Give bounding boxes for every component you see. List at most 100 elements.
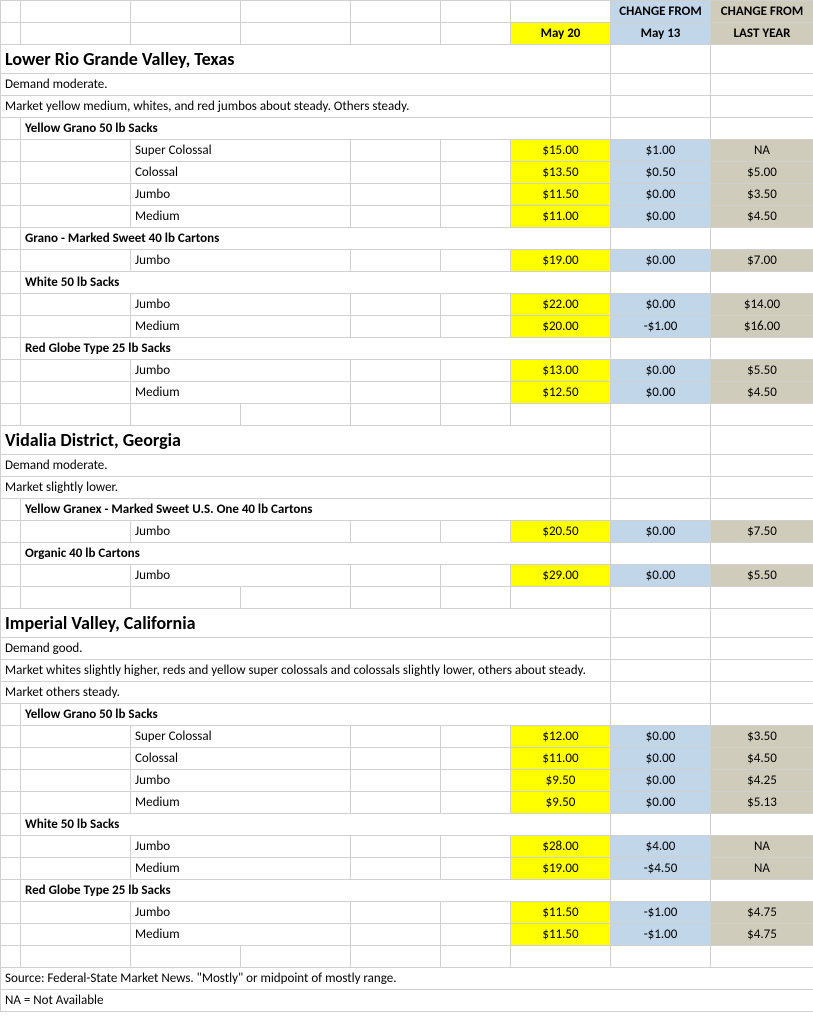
size-label: Jumbo <box>131 294 351 316</box>
header-change-from-year: CHANGE FROM <box>711 1 813 23</box>
region-title: Lower Rio Grande Valley, Texas <box>1 45 611 74</box>
size-label: Jumbo <box>131 360 351 382</box>
price-cell: $11.50 <box>511 902 611 924</box>
change-year-cell: $4.75 <box>711 902 813 924</box>
price-cell: $15.00 <box>511 140 611 162</box>
change-year-cell: NA <box>711 858 813 880</box>
footer-na: NA = Not Available <box>1 990 813 1012</box>
change-week-cell: $0.00 <box>611 726 711 748</box>
change-week-cell: $0.50 <box>611 162 711 184</box>
change-year-cell: $4.50 <box>711 206 813 228</box>
size-label: Medium <box>131 924 351 946</box>
change-year-cell: NA <box>711 140 813 162</box>
change-year-cell: $4.50 <box>711 382 813 404</box>
change-year-cell: $3.50 <box>711 184 813 206</box>
size-label: Medium <box>131 316 351 338</box>
region-note: Demand good. <box>1 638 611 660</box>
price-cell: $13.00 <box>511 360 611 382</box>
price-cell: $19.00 <box>511 250 611 272</box>
size-label: Medium <box>131 792 351 814</box>
price-cell: $12.50 <box>511 382 611 404</box>
header-last-year: LAST YEAR <box>711 23 813 45</box>
group-label: White 50 lb Sacks <box>21 814 611 836</box>
size-label: Jumbo <box>131 770 351 792</box>
change-week-cell: $0.00 <box>611 382 711 404</box>
price-cell: $13.50 <box>511 162 611 184</box>
change-week-cell: -$4.50 <box>611 858 711 880</box>
price-cell: $29.00 <box>511 565 611 587</box>
region-title: Vidalia District, Georgia <box>1 426 611 455</box>
region-note: Demand moderate. <box>1 74 611 96</box>
change-year-cell: $16.00 <box>711 316 813 338</box>
size-label: Jumbo <box>131 836 351 858</box>
change-year-cell: $7.00 <box>711 250 813 272</box>
change-week-cell: $4.00 <box>611 836 711 858</box>
group-label: Red Globe Type 25 lb Sacks <box>21 338 611 360</box>
price-cell: $28.00 <box>511 836 611 858</box>
change-year-cell: $3.50 <box>711 726 813 748</box>
size-label: Medium <box>131 858 351 880</box>
change-week-cell: $0.00 <box>611 565 711 587</box>
market-table: CHANGE FROMCHANGE FROMMay 20May 13LAST Y… <box>0 0 813 1012</box>
size-label: Medium <box>131 206 351 228</box>
region-note: Market others steady. <box>1 682 611 704</box>
size-label: Jumbo <box>131 902 351 924</box>
region-title: Imperial Valley, California <box>1 609 611 638</box>
price-cell: $9.50 <box>511 792 611 814</box>
change-week-cell: $0.00 <box>611 792 711 814</box>
region-note: Market yellow medium, whites, and red ju… <box>1 96 611 118</box>
region-note: Market slightly lower. <box>1 477 611 499</box>
change-year-cell: $4.25 <box>711 770 813 792</box>
change-year-cell: $14.00 <box>711 294 813 316</box>
footer-source: Source: Federal-State Market News. "Most… <box>1 968 813 990</box>
change-week-cell: $0.00 <box>611 206 711 228</box>
change-week-cell: $1.00 <box>611 140 711 162</box>
change-week-cell: $0.00 <box>611 184 711 206</box>
change-year-cell: $4.50 <box>711 748 813 770</box>
size-label: Super Colossal <box>131 140 351 162</box>
price-cell: $20.00 <box>511 316 611 338</box>
change-week-cell: $0.00 <box>611 770 711 792</box>
price-cell: $22.00 <box>511 294 611 316</box>
size-label: Jumbo <box>131 250 351 272</box>
price-cell: $11.50 <box>511 924 611 946</box>
size-label: Colossal <box>131 748 351 770</box>
price-cell: $12.00 <box>511 726 611 748</box>
group-label: Yellow Grano 50 lb Sacks <box>21 118 611 140</box>
price-cell: $9.50 <box>511 770 611 792</box>
price-cell: $19.00 <box>511 858 611 880</box>
group-label: White 50 lb Sacks <box>21 272 611 294</box>
change-week-cell: -$1.00 <box>611 924 711 946</box>
change-year-cell: $5.13 <box>711 792 813 814</box>
size-label: Colossal <box>131 162 351 184</box>
change-week-cell: $0.00 <box>611 748 711 770</box>
change-year-cell: $5.00 <box>711 162 813 184</box>
header-prev-date: May 13 <box>611 23 711 45</box>
change-year-cell: $4.75 <box>711 924 813 946</box>
header-change-from-week: CHANGE FROM <box>611 1 711 23</box>
change-year-cell: $5.50 <box>711 565 813 587</box>
size-label: Jumbo <box>131 565 351 587</box>
change-year-cell: $5.50 <box>711 360 813 382</box>
size-label: Medium <box>131 382 351 404</box>
group-label: Red Globe Type 25 lb Sacks <box>21 880 611 902</box>
change-week-cell: -$1.00 <box>611 902 711 924</box>
change-week-cell: $0.00 <box>611 360 711 382</box>
size-label: Jumbo <box>131 184 351 206</box>
group-label: Grano - Marked Sweet 40 lb Cartons <box>21 228 611 250</box>
group-label: Yellow Granex - Marked Sweet U.S. One 40… <box>21 499 611 521</box>
price-cell: $11.00 <box>511 206 611 228</box>
size-label: Jumbo <box>131 521 351 543</box>
price-cell: $20.50 <box>511 521 611 543</box>
change-week-cell: $0.00 <box>611 521 711 543</box>
region-note: Demand moderate. <box>1 455 611 477</box>
price-cell: $11.50 <box>511 184 611 206</box>
size-label: Super Colossal <box>131 726 351 748</box>
header-current-date: May 20 <box>511 23 611 45</box>
change-week-cell: -$1.00 <box>611 316 711 338</box>
region-note: Market whites slightly higher, reds and … <box>1 660 611 682</box>
price-cell: $11.00 <box>511 748 611 770</box>
change-year-cell: $7.50 <box>711 521 813 543</box>
change-year-cell: NA <box>711 836 813 858</box>
change-week-cell: $0.00 <box>611 294 711 316</box>
